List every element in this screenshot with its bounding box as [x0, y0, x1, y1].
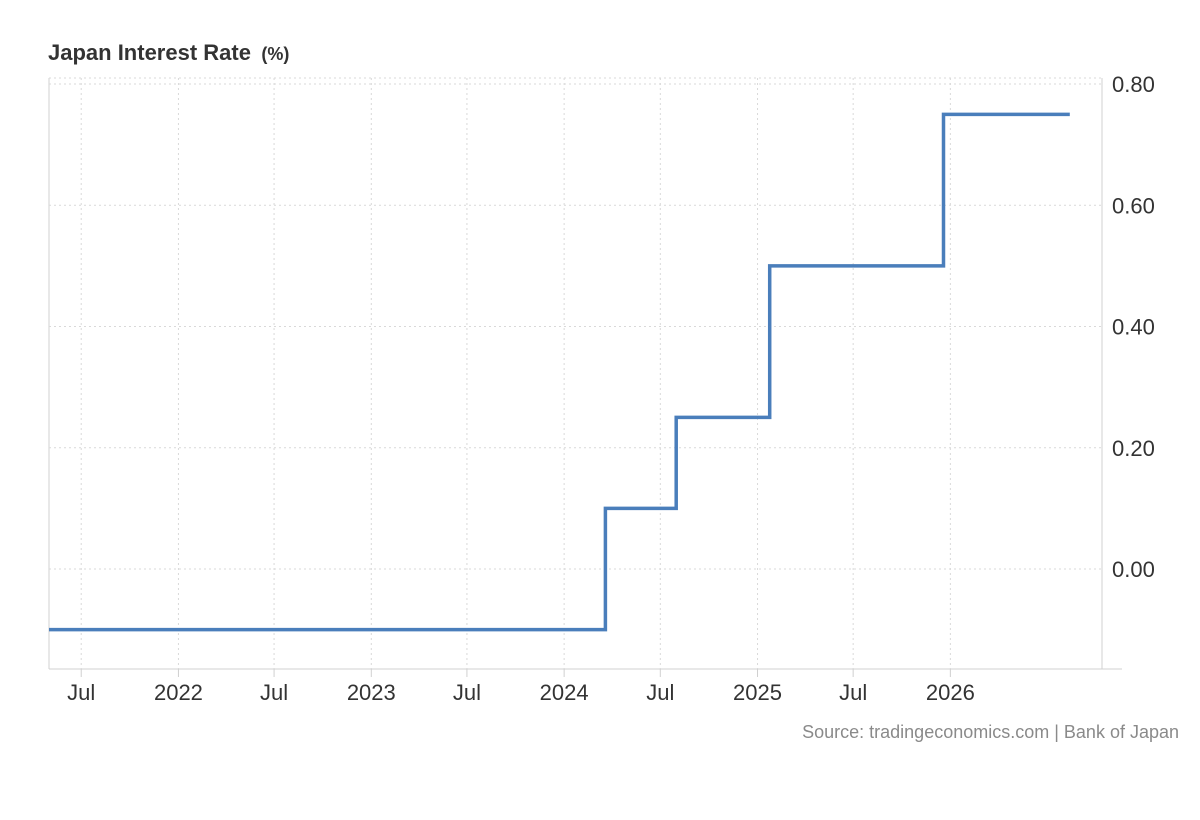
- series-layer: [49, 112, 1070, 632]
- y-tick-label: 0.60: [1112, 193, 1155, 218]
- x-axis-labels: Jul 2022 Jul 2023 Jul 2024 Jul 2025 Jul 2026: [67, 680, 975, 705]
- x-tick-label: Jul: [453, 680, 481, 705]
- x-tick-label: 2026: [926, 680, 975, 705]
- x-tick-label: 2024: [540, 680, 589, 705]
- x-tick-label: Jul: [260, 680, 288, 705]
- series-line: [49, 112, 1070, 632]
- plot-frame: [48, 77, 1122, 670]
- x-tick-label: 2023: [347, 680, 396, 705]
- chart-title: Japan Interest Rate (%): [48, 40, 289, 65]
- y-tick-label: 0.80: [1112, 72, 1155, 97]
- x-gridlines: [80, 78, 951, 677]
- y-axis-labels: 0.80 0.60 0.40 0.20 0.00: [1112, 72, 1155, 582]
- x-tick-label: 2025: [733, 680, 782, 705]
- x-tick-label: 2022: [154, 680, 203, 705]
- x-tick-label: Jul: [646, 680, 674, 705]
- chart-title-unit: (%): [261, 44, 289, 64]
- y-tick-label: 0.20: [1112, 436, 1155, 461]
- source-note: Source: tradingeconomics.com | Bank of J…: [802, 722, 1179, 742]
- y-tick-label: 0.00: [1112, 557, 1155, 582]
- x-tick-label: Jul: [839, 680, 867, 705]
- y-tick-label: 0.40: [1112, 315, 1155, 340]
- y-gridlines: [49, 83, 1102, 570]
- chart-title-text: Japan Interest Rate: [48, 40, 251, 65]
- x-tick-label: Jul: [67, 680, 95, 705]
